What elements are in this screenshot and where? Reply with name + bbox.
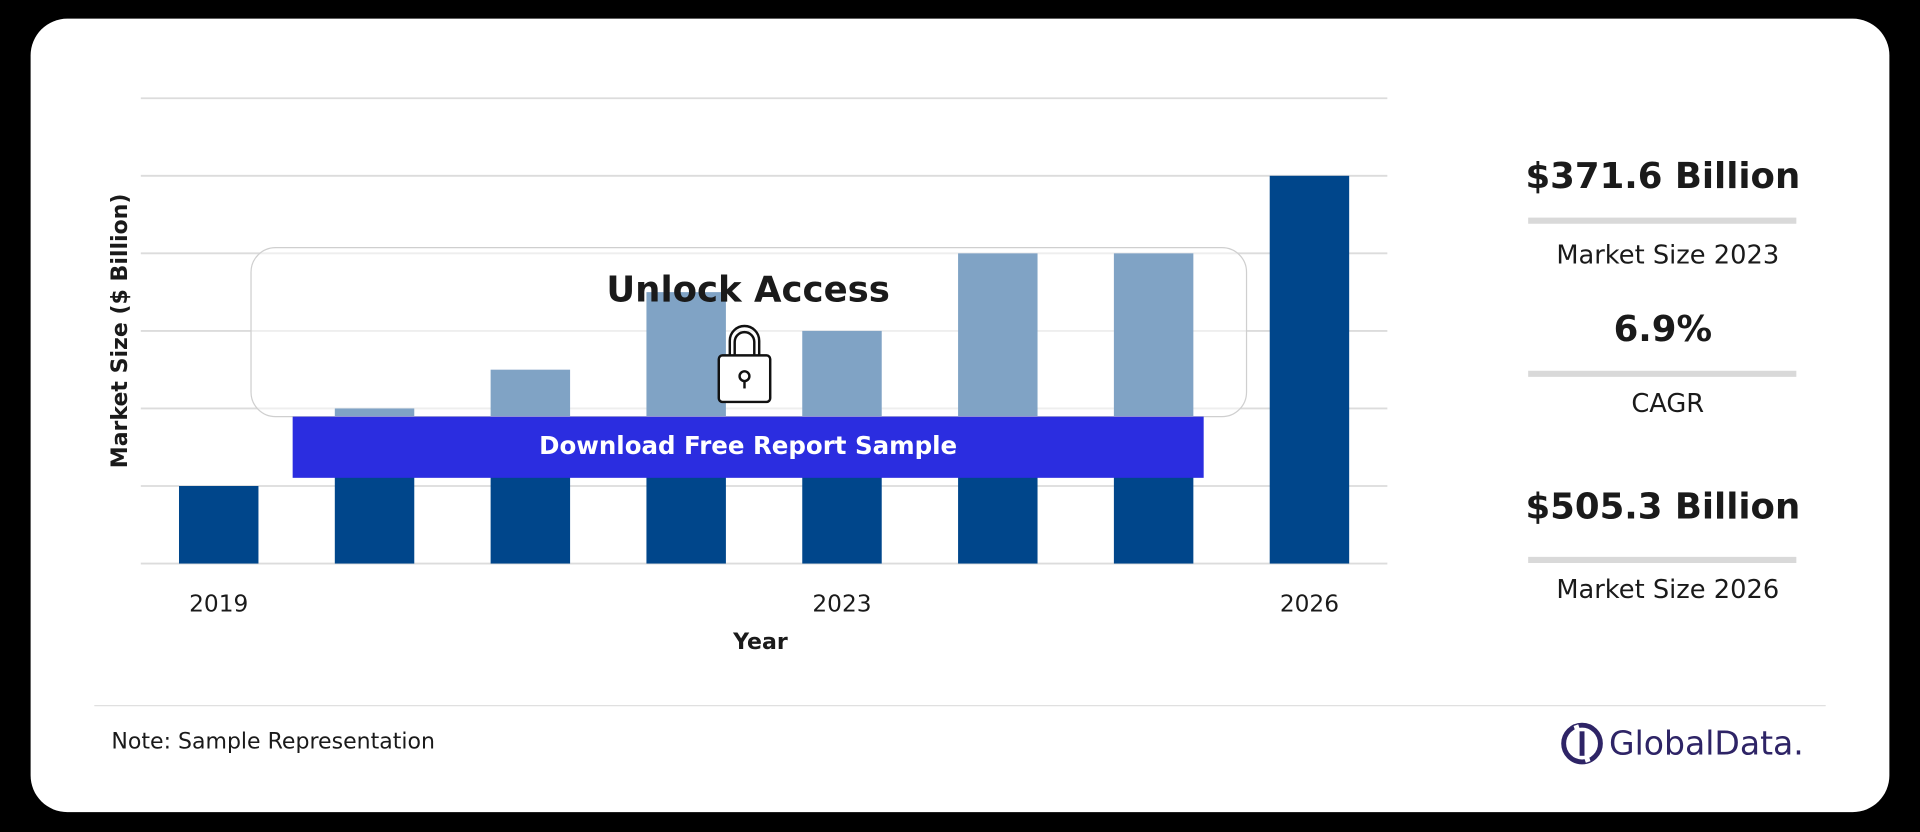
- button-background[interactable]: [292, 416, 1204, 478]
- button-label[interactable]: Download Free Report Sample: [539, 431, 957, 460]
- stat-label: CAGR: [1631, 389, 1704, 419]
- stat-label: Market Size 2026: [1556, 575, 1779, 605]
- y-axis-label: Market Size ($ Billion): [108, 194, 133, 469]
- overlay-title: Unlock Access: [606, 270, 890, 311]
- x-tick-label: 2026: [1280, 591, 1339, 618]
- x-axis-label: Year: [732, 630, 788, 655]
- download-button[interactable]: Download Free Report Sample: [292, 416, 1204, 478]
- brand-name: GlobalData.: [1609, 723, 1804, 762]
- bar: [1269, 175, 1350, 564]
- note: Note: Sample Representation: [111, 729, 435, 754]
- x-tick-label: 2023: [812, 591, 871, 618]
- lock-icon: [717, 324, 772, 404]
- stat-value: $505.3 Billion: [1525, 486, 1800, 527]
- stat-value: $371.6 Billion: [1525, 156, 1800, 197]
- x-tick-label: 2019: [189, 591, 248, 618]
- stats-panel: $371.6 Billion Market Size 2023 6.9% CAGR $5…: [1525, 156, 1800, 605]
- bar: [178, 486, 259, 564]
- stat-value: 6.9%: [1614, 309, 1712, 350]
- stat-label: Market Size 2023: [1556, 241, 1779, 271]
- brand-logo: GlobalData.: [1561, 722, 1804, 765]
